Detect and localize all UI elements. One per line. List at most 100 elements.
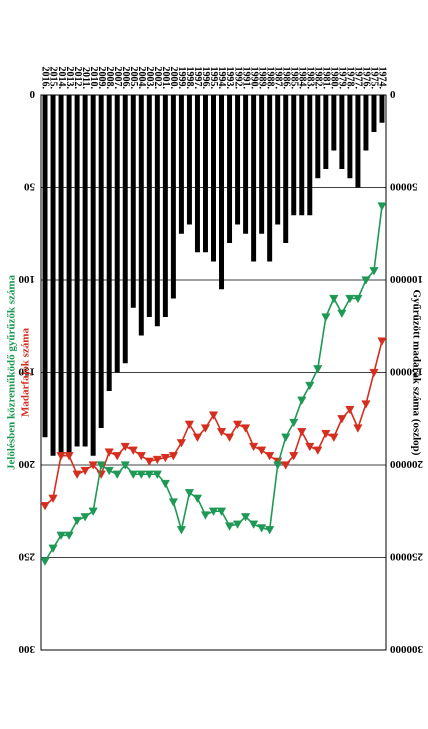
left-axis: 0 50000 100000 150000 200000 250000 300000 — [390, 88, 424, 655]
x-tick-label: 2015. — [48, 67, 59, 90]
x-tick-label: 1976. — [361, 67, 372, 90]
series-point — [313, 446, 323, 455]
series-point — [329, 294, 339, 304]
series-point — [353, 424, 363, 433]
bar — [74, 95, 80, 447]
x-tick-label: 2012. — [72, 67, 83, 90]
bar — [186, 95, 192, 225]
x-tick-label: 1991. — [240, 67, 251, 90]
x-tick-label: 1997. — [192, 67, 203, 90]
right-tick-label: 150 — [18, 366, 35, 378]
series-point — [64, 531, 74, 541]
bar — [82, 95, 88, 447]
series-point — [48, 494, 58, 504]
series-point — [377, 202, 387, 211]
bar — [235, 95, 241, 225]
x-tick-label: 1982. — [313, 67, 324, 90]
x-tick-label: 1999. — [176, 67, 187, 90]
series-point — [48, 544, 58, 553]
x-tick-label: 2000. — [168, 67, 179, 90]
plot-area — [40, 94, 387, 651]
series-point — [240, 513, 251, 522]
bar — [331, 95, 337, 151]
left-tick-label: 100000 — [390, 273, 424, 285]
left-tick-label: 250000 — [390, 551, 424, 563]
x-tick-label: 1989. — [256, 67, 267, 90]
x-tick-label: 1998. — [184, 67, 195, 90]
x-tick-label: 2003. — [144, 67, 155, 90]
series-point — [248, 520, 259, 529]
x-tick-label: 2006. — [120, 67, 131, 90]
series-point — [160, 453, 170, 463]
x-tick-label: 1977. — [353, 67, 364, 90]
series-point — [88, 507, 98, 516]
series-point — [152, 470, 162, 479]
x-tick-label: 1992. — [232, 67, 243, 90]
series-point — [168, 498, 179, 507]
series-point — [136, 452, 146, 461]
x-tick-label: 1990. — [248, 67, 259, 90]
series-point — [369, 267, 379, 276]
bar — [227, 95, 233, 243]
series-point — [160, 479, 170, 489]
series-point — [104, 466, 114, 476]
series-point — [168, 452, 179, 461]
bar — [122, 95, 128, 364]
bar — [299, 95, 305, 216]
series-point — [257, 524, 267, 533]
series-point — [329, 433, 339, 442]
bar — [211, 95, 216, 262]
right-axis-label-ringers: Jelölésben közreműködő gyűrűzők száma — [6, 274, 18, 470]
x-tick-label: 2002. — [152, 67, 163, 90]
series-point — [313, 365, 323, 374]
bar — [130, 95, 136, 308]
series-point — [273, 461, 283, 470]
bar — [283, 95, 289, 243]
bar — [98, 95, 104, 428]
x-tick-label: 1996. — [200, 67, 211, 90]
right-tick-label: 50 — [24, 181, 36, 193]
series-point — [176, 526, 187, 535]
series-point — [297, 396, 307, 405]
series-point — [128, 446, 138, 455]
series-point — [345, 294, 355, 304]
x-tick-label: 2016. — [40, 67, 51, 90]
series-point — [361, 276, 371, 285]
bar — [50, 95, 56, 456]
x-tick-label: 1995. — [208, 67, 219, 90]
x-tick-label: 1984. — [296, 67, 307, 90]
bar — [58, 95, 64, 456]
series-point — [200, 424, 211, 433]
series-point — [72, 470, 82, 479]
bar — [371, 95, 377, 132]
x-tick-label: 2009. — [96, 67, 107, 90]
x-tick-label: 2010. — [88, 67, 99, 90]
series-point — [369, 368, 379, 378]
series-point — [281, 461, 291, 470]
right-axis-label-species: Madarfajok száma — [20, 328, 32, 417]
series-point — [128, 470, 138, 479]
series-point — [56, 531, 66, 541]
series-point — [112, 470, 122, 479]
series-point — [232, 520, 243, 529]
series-point — [208, 411, 219, 420]
x-axis: 1974.1975.1976.1977.1978.1979.1980.1981.… — [40, 67, 388, 90]
bar — [114, 95, 120, 373]
x-tick-label: 1981. — [321, 67, 332, 90]
bar — [178, 95, 184, 234]
series-point — [112, 452, 122, 461]
bar — [275, 95, 281, 225]
left-tick-label: 50000 — [390, 181, 418, 193]
series-point — [321, 313, 331, 322]
bar — [146, 95, 152, 317]
x-tick-label: 1979. — [337, 67, 348, 90]
series-point — [265, 526, 275, 535]
x-tick-label: 2004. — [136, 67, 147, 90]
x-tick-label: 2014. — [56, 67, 67, 90]
series-point — [232, 420, 243, 430]
series-point — [40, 557, 50, 566]
bar — [202, 95, 208, 253]
series-point — [88, 461, 98, 470]
series-point — [208, 507, 219, 516]
left-tick-label: 300000 — [390, 643, 424, 655]
